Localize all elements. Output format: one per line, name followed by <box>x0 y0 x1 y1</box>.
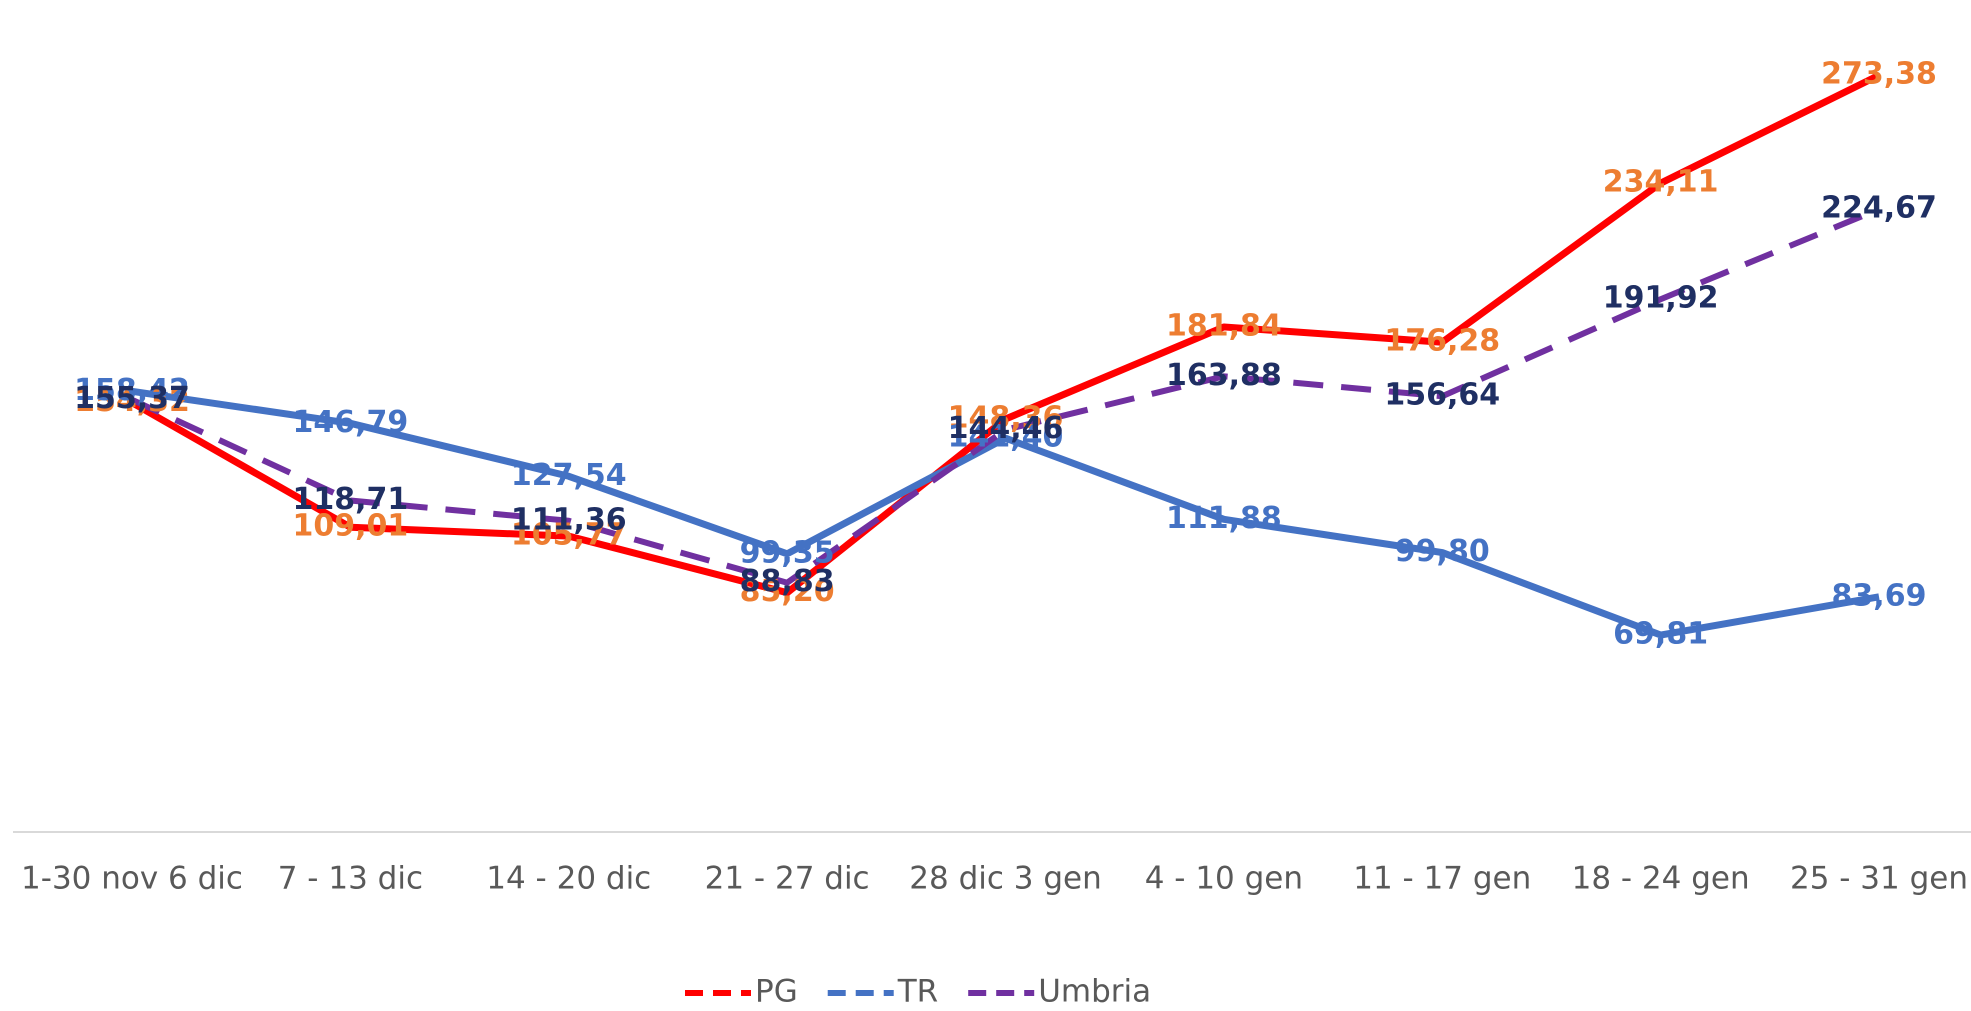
value-label: 118,71 <box>292 482 408 517</box>
value-label: 273,38 <box>1821 57 1937 92</box>
value-label: 144,46 <box>948 411 1064 446</box>
value-label: 158,42 <box>74 373 190 408</box>
series-line <box>130 72 1881 597</box>
value-label: 176,28 <box>1384 324 1500 359</box>
value-label: 191,92 <box>1603 281 1719 316</box>
value-label: 224,67 <box>1821 191 1937 226</box>
value-label: 127,54 <box>511 458 627 493</box>
value-label: 154,32 <box>74 384 190 419</box>
x-tick-label: 21 - 27 dic <box>705 861 870 897</box>
legend-label: Umbria <box>1038 974 1151 1010</box>
value-label: 163,88 <box>1166 358 1282 393</box>
legend-label: TR <box>897 974 938 1010</box>
value-label: 99,80 <box>1395 534 1490 569</box>
x-tick-label: 25 - 31 gen <box>1790 861 1968 897</box>
value-label: 83,69 <box>1832 578 1927 613</box>
value-label: 234,11 <box>1603 165 1719 200</box>
value-label: 109,01 <box>292 509 408 544</box>
value-label: 85,20 <box>740 574 835 609</box>
x-tick-label: 4 - 10 gen <box>1145 861 1303 897</box>
series-line <box>131 387 1880 639</box>
value-label: 99,35 <box>740 535 835 570</box>
x-tick-label: 14 - 20 dic <box>486 861 651 897</box>
value-label: 105,77 <box>511 518 627 553</box>
value-label: 141,40 <box>948 420 1064 455</box>
x-tick-label: 11 - 17 gen <box>1353 861 1531 897</box>
value-label: 146,79 <box>292 405 408 440</box>
x-tick-label: 7 - 13 dic <box>278 861 423 897</box>
x-tick-label: 1-30 nov 6 dic <box>21 861 243 897</box>
x-tick-label: 18 - 24 gen <box>1572 861 1750 897</box>
series-line <box>130 206 1881 586</box>
legend-label: PG <box>755 974 798 1010</box>
value-label: 111,88 <box>1166 501 1282 536</box>
value-label: 181,84 <box>1166 308 1282 343</box>
value-label: 69,81 <box>1613 617 1708 652</box>
value-label: 148,36 <box>948 401 1064 436</box>
value-label: 111,36 <box>511 502 627 537</box>
x-tick-label: 28 dic 3 gen <box>909 861 1101 897</box>
value-label: 155,37 <box>74 381 190 416</box>
value-label: 156,64 <box>1384 378 1500 413</box>
value-label: 88,83 <box>740 564 835 599</box>
